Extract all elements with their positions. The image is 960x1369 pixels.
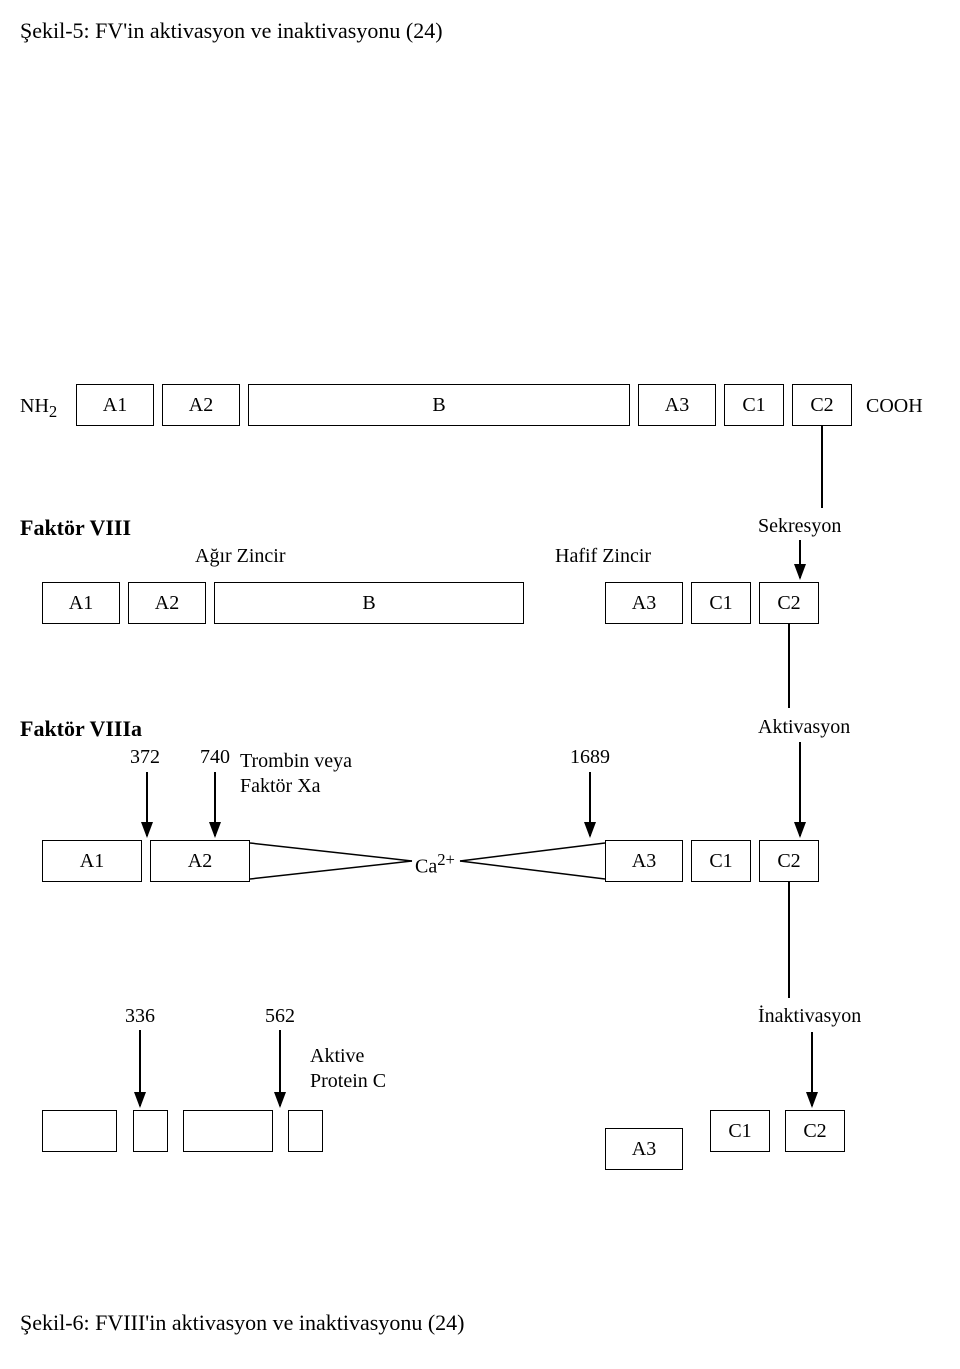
thrombin-label-1: Trombin veya (240, 750, 352, 773)
row1-a1: A1 (76, 384, 154, 426)
row1-c1: C1 (724, 384, 784, 426)
section-f8a: Faktör VIIIa (20, 716, 142, 742)
row2-c1: C1 (691, 582, 751, 624)
section-f8: Faktör VIII (20, 515, 131, 541)
diagram-arrows (0, 0, 960, 1369)
heavy-chain-label: Ağır Zincir (195, 545, 286, 568)
figure-caption-top: Şekil-5: FV'in aktivasyon ve inaktivasyo… (20, 18, 443, 44)
site-740: 740 (200, 746, 230, 769)
row4-c2: C2 (785, 1110, 845, 1152)
inaktivasyon-label: İnaktivasyon (758, 1005, 861, 1028)
row2-a1: A1 (42, 582, 120, 624)
row1-b: B (248, 384, 630, 426)
nh2-label: NH2 (20, 395, 57, 422)
sekresyon-label: Sekresyon (758, 515, 841, 538)
row3-c2: C2 (759, 840, 819, 882)
row4-frag-2 (133, 1110, 168, 1152)
cooh-label: COOH (866, 395, 923, 418)
row2-b: B (214, 582, 524, 624)
aktivasyon-label: Aktivasyon (758, 716, 850, 739)
apc-label-1: Aktive (310, 1045, 364, 1068)
row4-frag-3 (183, 1110, 273, 1152)
row3-c1: C1 (691, 840, 751, 882)
row4-c1: C1 (710, 1110, 770, 1152)
site-1689: 1689 (570, 746, 610, 769)
row3-a2: A2 (150, 840, 250, 882)
row1-a2: A2 (162, 384, 240, 426)
site-372: 372 (130, 746, 160, 769)
row1-a3: A3 (638, 384, 716, 426)
row2-c2: C2 (759, 582, 819, 624)
row2-a2: A2 (128, 582, 206, 624)
row1-c2: C2 (792, 384, 852, 426)
site-336: 336 (125, 1005, 155, 1028)
row3-a1: A1 (42, 840, 142, 882)
row2-a3: A3 (605, 582, 683, 624)
light-chain-label: Hafif Zincir (555, 545, 651, 568)
row4-frag-4 (288, 1110, 323, 1152)
ca2plus: Ca2+ (415, 850, 455, 879)
row3-a3: A3 (605, 840, 683, 882)
row4-a3: A3 (605, 1128, 683, 1170)
thrombin-label-2: Faktör Xa (240, 775, 321, 798)
site-562: 562 (265, 1005, 295, 1028)
figure-caption-bottom: Şekil-6: FVIII'in aktivasyon ve inaktiva… (20, 1310, 465, 1336)
apc-label-2: Protein C (310, 1070, 386, 1093)
row4-frag-1 (42, 1110, 117, 1152)
